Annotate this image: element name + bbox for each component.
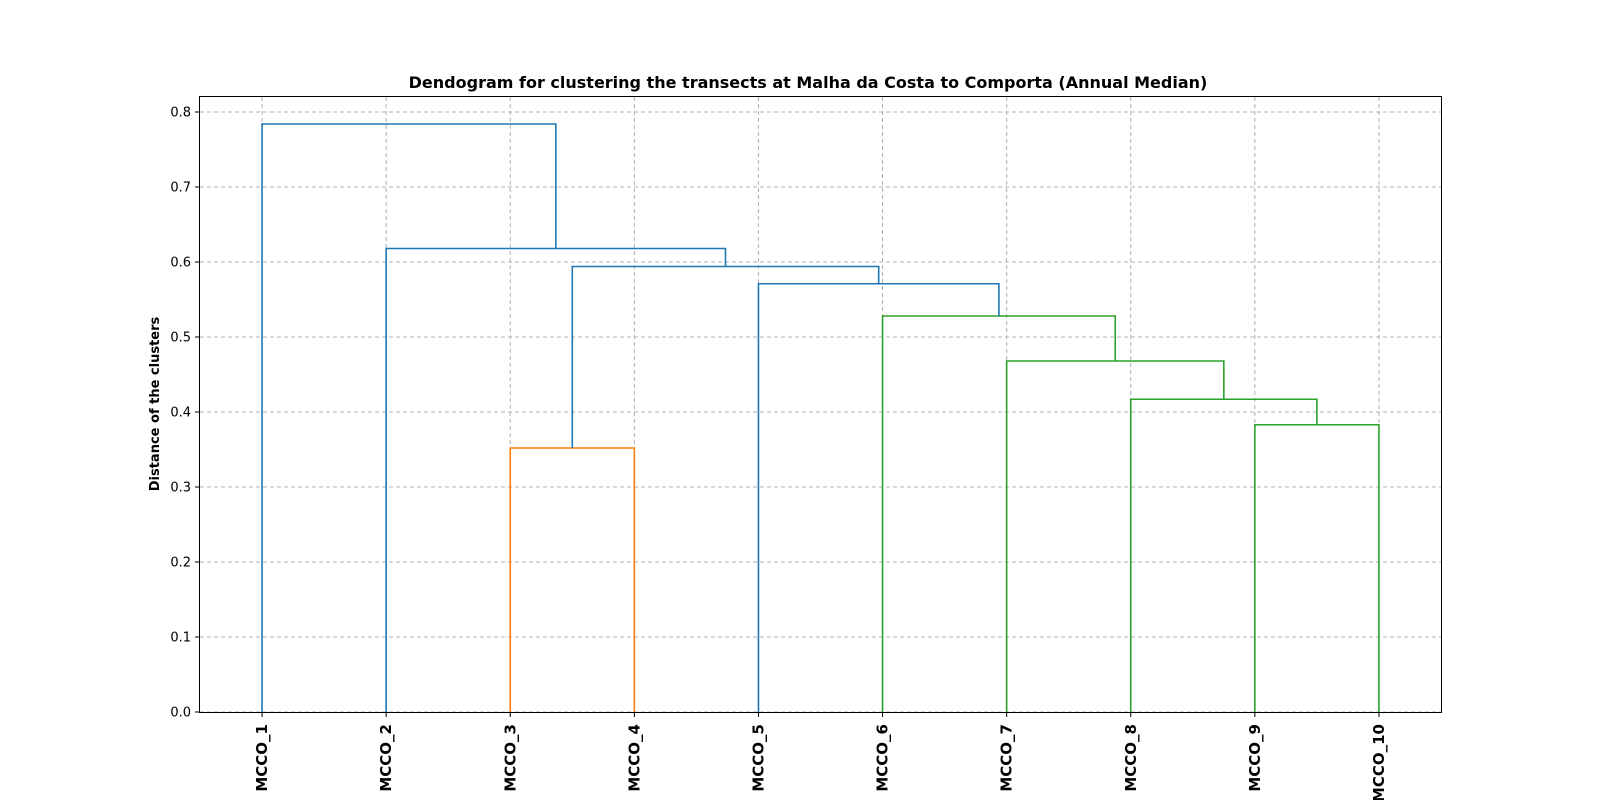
x-tick-label-mcco-4: MCCO_4 (625, 724, 643, 792)
y-tick-label: 0.3 (170, 481, 191, 496)
dendrogram-link-1 (509, 447, 636, 712)
dendrogram-link-9 (261, 123, 557, 712)
dendrogram-link-2 (1254, 423, 1380, 712)
y-tick-label: 0.0 (170, 706, 191, 721)
dendrogram-link-7 (571, 265, 880, 448)
dendrogram-link-4 (1005, 360, 1225, 712)
dendrogram-link-5 (881, 315, 1117, 712)
y-tick-label: 0.4 (170, 406, 191, 421)
x-tick-label-mcco-7: MCCO_7 (998, 724, 1016, 792)
y-axis-ticks: 0.0 0.1 0.2 0.3 0.4 0.5 0.6 0.7 0.8 (170, 106, 200, 721)
y-tick-label: 0.8 (170, 106, 191, 121)
x-tick-label-mcco-5: MCCO_5 (749, 724, 767, 792)
y-tick-label: 0.2 (170, 556, 191, 571)
dendrogram-link-6 (757, 282, 1000, 712)
y-tick-label: 0.6 (170, 256, 191, 271)
y-tick-label: 0.5 (170, 331, 191, 346)
dendrogram-links (261, 123, 1380, 712)
x-tick-label-mcco-8: MCCO_8 (1122, 724, 1140, 792)
dendrogram-link-3 (1129, 398, 1318, 712)
x-tick-label-mcco-10: MCCO_10 (1370, 724, 1388, 800)
x-tick-label-mcco-2: MCCO_2 (377, 724, 395, 792)
y-axis-label: Distance of the clusters (148, 316, 163, 491)
chart-title: Dendogram for clustering the transects a… (409, 73, 1208, 92)
x-tick-label-mcco-3: MCCO_3 (501, 724, 519, 792)
x-tick-label-mcco-9: MCCO_9 (1246, 724, 1264, 792)
x-tick-label-mcco-1: MCCO_1 (253, 724, 271, 792)
y-tick-label: 0.1 (170, 631, 191, 646)
plot-frame (199, 96, 1442, 713)
x-tick-label-mcco-6: MCCO_6 (874, 724, 892, 792)
dendrogram-link-8 (385, 247, 727, 712)
x-axis-ticks: MCCO_1 MCCO_2 MCCO_3 MCCO_4 MCCO_5 MCCO_6 MCCO… (253, 712, 1388, 802)
y-tick-label: 0.7 (170, 181, 191, 196)
